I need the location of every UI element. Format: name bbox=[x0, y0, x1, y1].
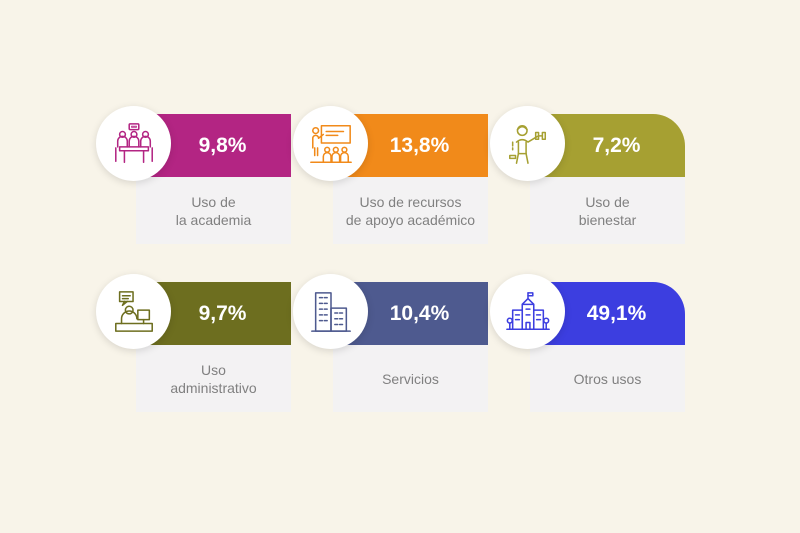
icon-circle bbox=[490, 106, 565, 181]
card-uso-academia: 9,8% Uso de la academia bbox=[96, 106, 291, 244]
label-panel: Uso de la academia bbox=[136, 177, 291, 244]
label-panel: Uso de recursos de apoyo académico bbox=[333, 177, 488, 244]
card-label: Otros usos bbox=[573, 370, 642, 387]
card-label: Uso administrativo bbox=[170, 361, 257, 396]
classroom-presentation-icon bbox=[309, 124, 352, 163]
fitness-person-icon bbox=[508, 124, 546, 164]
card-label: Uso de la academia bbox=[175, 193, 252, 228]
card-servicios: 10,4% Servicios bbox=[293, 274, 488, 412]
card-label: Servicios bbox=[382, 370, 439, 387]
building-icon bbox=[310, 291, 351, 332]
campus-building-icon bbox=[505, 291, 550, 330]
label-panel: Servicios bbox=[333, 345, 488, 412]
icon-circle bbox=[490, 274, 565, 349]
office-desk-icon bbox=[114, 290, 153, 332]
icon-circle bbox=[96, 274, 171, 349]
card-label: Uso de bienestar bbox=[578, 193, 637, 228]
card-otros-usos: 49,1% Otros usos bbox=[490, 274, 685, 412]
card-label: Uso de recursos de apoyo académico bbox=[345, 193, 476, 228]
card-administrativo: 9,7% Uso administrativo bbox=[96, 274, 291, 412]
meeting-group-icon bbox=[114, 122, 153, 163]
icon-circle bbox=[293, 106, 368, 181]
card-recursos-apoyo: 13,8% Uso de recursos de apoyo académico bbox=[293, 106, 488, 244]
label-panel: Uso administrativo bbox=[136, 345, 291, 412]
label-panel: Uso de bienestar bbox=[530, 177, 685, 244]
label-panel: Otros usos bbox=[530, 345, 685, 412]
icon-circle bbox=[293, 274, 368, 349]
card-bienestar: 7,2% Uso de bienestar bbox=[490, 106, 685, 244]
icon-circle bbox=[96, 106, 171, 181]
